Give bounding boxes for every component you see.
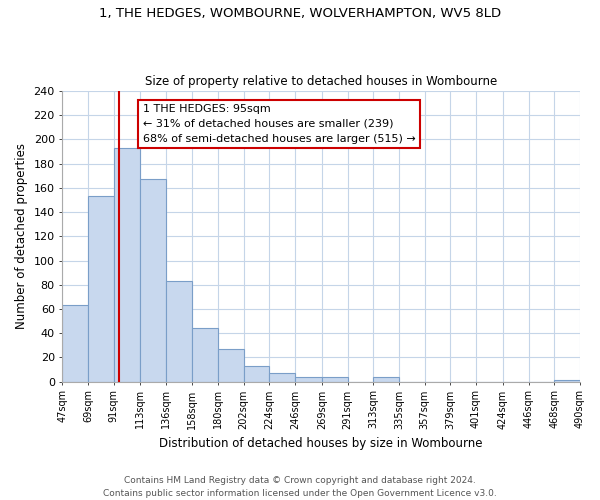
Bar [140, 180, 166, 382]
Bar [269, 373, 295, 382]
Bar [554, 380, 580, 382]
Title: Size of property relative to detached houses in Wombourne: Size of property relative to detached ho… [145, 76, 497, 88]
Bar [62, 306, 88, 382]
Bar [218, 349, 244, 382]
Y-axis label: Number of detached properties: Number of detached properties [15, 144, 28, 330]
Bar [373, 377, 399, 382]
Bar [192, 328, 218, 382]
Bar [88, 196, 114, 382]
Bar [166, 281, 192, 382]
Bar [322, 377, 347, 382]
X-axis label: Distribution of detached houses by size in Wombourne: Distribution of detached houses by size … [160, 437, 483, 450]
Text: 1, THE HEDGES, WOMBOURNE, WOLVERHAMPTON, WV5 8LD: 1, THE HEDGES, WOMBOURNE, WOLVERHAMPTON,… [99, 8, 501, 20]
Bar [244, 366, 269, 382]
Text: Contains HM Land Registry data © Crown copyright and database right 2024.
Contai: Contains HM Land Registry data © Crown c… [103, 476, 497, 498]
Bar [295, 377, 322, 382]
Bar [114, 148, 140, 382]
Text: 1 THE HEDGES: 95sqm
← 31% of detached houses are smaller (239)
68% of semi-detac: 1 THE HEDGES: 95sqm ← 31% of detached ho… [143, 104, 415, 144]
